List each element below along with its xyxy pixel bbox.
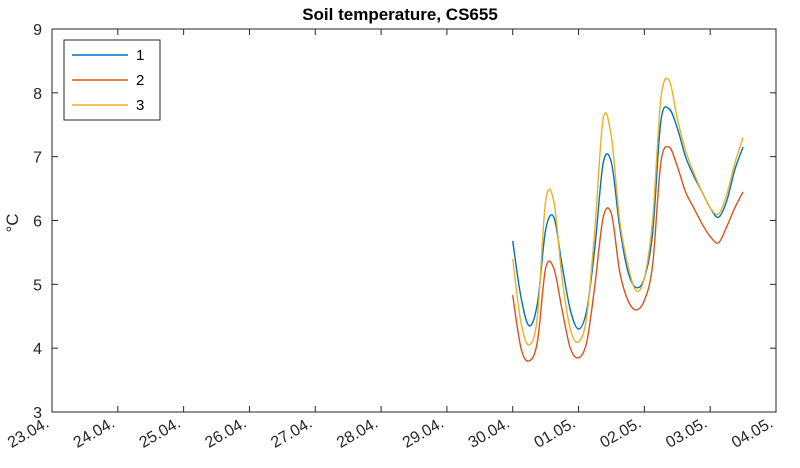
series-line-2 [512,145,744,362]
x-tick-label: 04.05. [729,415,776,452]
y-tick-label: 5 [33,277,42,294]
x-tick-label: 03.05. [663,415,710,452]
series-line-3 [512,77,744,346]
y-tick-label: 9 [33,22,42,39]
y-tick-label: 3 [33,405,42,422]
x-tick-label: 29.04. [400,415,447,452]
x-tick-label: 24.04. [71,415,118,452]
legend-label-2: 2 [136,72,144,89]
x-tick-label: 02.05. [597,415,644,452]
axes-box [51,28,777,413]
chart-title: Soil temperature, CS655 [302,5,498,24]
x-tick-label: 28.04. [334,415,381,452]
y-axis-label: °C [3,213,22,232]
y-tick-label: 8 [33,86,42,103]
x-tick-label: 26.04. [202,415,249,452]
legend-label-1: 1 [136,47,144,64]
legend-label-3: 3 [136,97,144,114]
y-tick-label: 7 [33,150,42,167]
x-tick-label: 25.04. [137,415,184,452]
y-tick-label: 6 [33,214,42,231]
x-tick-label: 27.04. [268,415,315,452]
plot-area: 3 4 5 6 7 8 9 23.04. 24.04. 25.04. 26.04. 27.04. 28.… [5,22,777,452]
x-tick-label: 23.04. [5,415,52,452]
series-line-1 [512,106,744,330]
x-tick-label: 30.04. [466,415,513,452]
x-tick-label: 01.05. [532,415,579,452]
y-tick-label: 4 [33,341,42,358]
